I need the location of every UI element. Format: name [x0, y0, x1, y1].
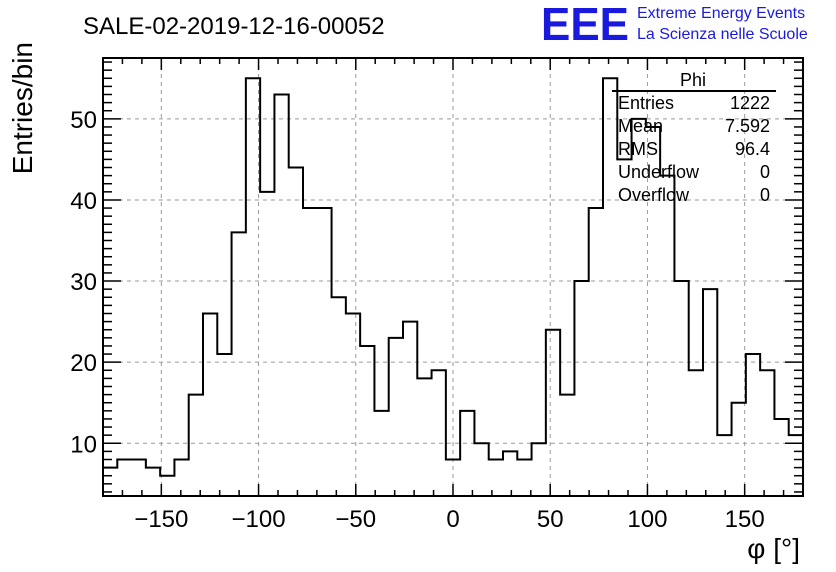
logo-line-2: La Scienza nelle Scuole: [637, 26, 808, 43]
stats-box: Phi Entries 1222 Mean 7.592 RMS 96.4 Underflow…: [612, 70, 776, 205]
histogram-series: [103, 77, 803, 477]
x-tick-label: 100: [627, 506, 667, 533]
x-tick-label: −150: [134, 506, 188, 533]
logo-line-1: Extreme Energy Events: [637, 5, 805, 22]
x-tick-label: −100: [232, 506, 286, 533]
grid-lines: [103, 58, 803, 496]
stats-label: Overflow: [618, 185, 690, 205]
stats-value: 0: [760, 162, 770, 182]
stats-label: Mean: [618, 116, 663, 136]
stats-label: Entries: [618, 93, 674, 113]
y-axis-title: Entries/bin: [7, 42, 38, 174]
eee-logo: EEE: [541, 0, 629, 50]
stats-label: Underflow: [618, 162, 700, 182]
x-tick-label: 150: [725, 506, 765, 533]
y-tick-label: 50: [70, 107, 97, 134]
y-axis: 10 20 30 40 50: [70, 61, 803, 493]
x-axis-title: φ [°]: [747, 533, 800, 564]
stats-value: 1222: [730, 93, 770, 113]
y-tick-label: 30: [70, 269, 97, 296]
x-tick-label: 50: [537, 506, 564, 533]
y-tick-label: 20: [70, 350, 97, 377]
stats-value: 0: [760, 185, 770, 205]
stats-value: 96.4: [735, 139, 770, 159]
x-tick-label: −50: [335, 506, 376, 533]
stats-label: RMS: [618, 139, 658, 159]
x-tick-label: 0: [446, 506, 459, 533]
x-axis: −150 −100 −50 0 50 100 150: [102, 58, 804, 533]
stats-value: 7.592: [725, 116, 770, 136]
y-tick-label: 10: [70, 431, 97, 458]
stats-name: Phi: [680, 70, 706, 90]
chart-title: SALE-02-2019-12-16-00052: [83, 13, 385, 40]
y-tick-label: 40: [70, 188, 97, 215]
